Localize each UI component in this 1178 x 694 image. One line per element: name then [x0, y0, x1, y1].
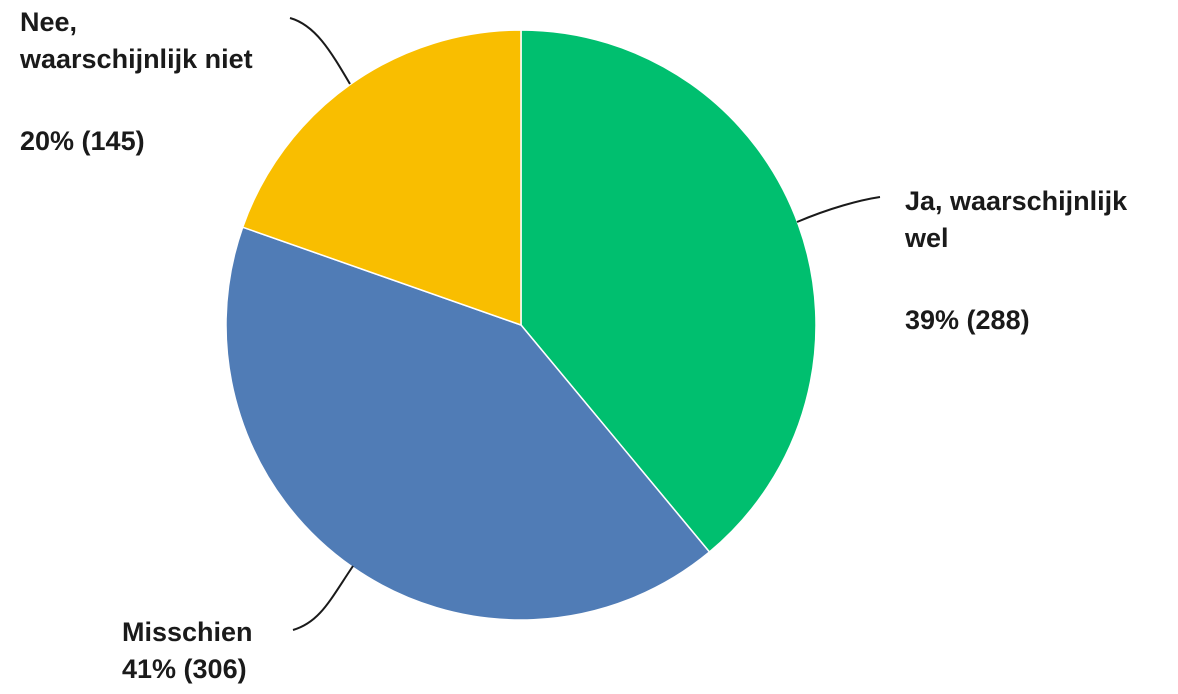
pie-slice-0: [520, 29, 817, 554]
slice-label-0-line-0: Ja, waarschijnlijk: [905, 186, 1128, 216]
slice-label-2-line-0: Nee,: [20, 7, 77, 37]
leader-line-2: [289, 17, 351, 85]
leader-line-1: [292, 565, 354, 631]
slice-value-2: 20% (145): [20, 126, 145, 156]
leader-line-0: [796, 196, 881, 223]
slice-label-0-line-1: wel: [904, 223, 949, 253]
slice-label-1-line-0: Misschien: [122, 617, 253, 647]
pie-slice-2: [241, 29, 522, 327]
slice-value-0: 39% (288): [905, 305, 1030, 335]
slice-value-1: 41% (306): [122, 654, 247, 684]
slice-label-2-line-1: waarschijnlijk niet: [19, 44, 253, 74]
